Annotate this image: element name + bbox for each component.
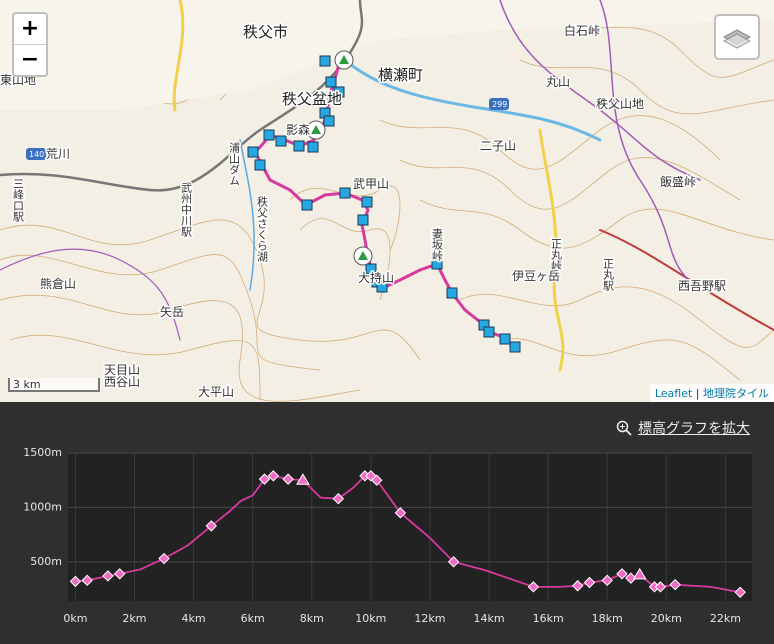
place-label: 白石峠: [564, 23, 600, 38]
map-tiles: 秩父市 横瀬町 秩父盆地 武甲山 妻坂峠 大持山 正丸峠 正丸駅 西吾野駅 飯盛…: [0, 0, 774, 402]
elevation-chart: 500m 1000m 1500m 0km 2km 4km 6km 8km 10km 12km 14k…: [23, 446, 752, 625]
map[interactable]: 秩父市 横瀬町 秩父盆地 武甲山 妻坂峠 大持山 正丸峠 正丸駅 西吾野駅 飯盛…: [0, 0, 774, 402]
attribution-separator: |: [695, 387, 700, 400]
x-tick-label: 4km: [182, 612, 206, 625]
waypoint-marker: [394, 507, 407, 519]
place-label: 矢岳: [160, 305, 184, 319]
leaflet-link[interactable]: Leaflet: [654, 387, 693, 400]
x-tick-label: 16km: [533, 612, 564, 625]
x-tick-label: 12km: [414, 612, 445, 625]
road-number: 140: [29, 150, 44, 159]
waypoint-marker: [113, 568, 126, 580]
place-label: 影森: [286, 122, 310, 137]
place-label: 飯盛峠: [660, 174, 696, 189]
waypoint-marker: [267, 470, 280, 482]
waypoint-marker: [601, 574, 613, 587]
waypoint-marker: [447, 556, 460, 568]
x-tick-label: 14km: [473, 612, 504, 625]
place-label: 武甲山: [353, 177, 389, 191]
waypoint-marker: [571, 580, 584, 592]
waypoint-marker: [81, 574, 93, 587]
place-label: 武州中川駅: [180, 182, 193, 238]
place-label: 秩父市: [243, 23, 288, 41]
place-label: 荒川: [46, 147, 70, 161]
x-tick-label: 6km: [241, 612, 265, 625]
zoom-control: + −: [12, 12, 48, 77]
place-label: 横瀬町: [378, 66, 423, 84]
basin-area: [0, 0, 774, 110]
y-tick-label: 1000m: [23, 500, 62, 513]
waypoint-marker: [69, 575, 82, 588]
elevation-panel: 500m 1000m 1500m 0km 2km 4km 6km 8km 10km 12km 14k…: [0, 402, 774, 644]
waypoint-marker: [282, 473, 294, 485]
place-label: 大持山: [358, 270, 394, 285]
waypoints: [247, 55, 521, 353]
x-tick-label: 18km: [592, 612, 623, 625]
summit-markers: [306, 50, 373, 266]
y-tick-label: 1500m: [23, 446, 62, 459]
roads: [0, 0, 774, 372]
zoom-out-button[interactable]: −: [14, 44, 46, 75]
place-label: 浦山ダム: [228, 142, 241, 186]
place-label: 丸山: [546, 75, 570, 89]
waypoint-marker: [583, 576, 596, 589]
place-label: 秩父山地: [596, 97, 644, 111]
waypoint-marker: [527, 581, 540, 593]
place-label: 妻坂峠: [431, 228, 444, 262]
summit-marker: [296, 473, 310, 485]
waypoint-marker: [669, 578, 681, 591]
place-label: 熊倉山: [40, 277, 76, 291]
layers-button[interactable]: [714, 14, 760, 60]
place-label: 天目山: [104, 363, 140, 377]
tiles-link[interactable]: 地理院タイル: [703, 387, 769, 400]
x-tick-label: 20km: [651, 612, 682, 625]
scale-bar: 3 km: [8, 378, 100, 392]
x-tick-label: 0km: [63, 612, 87, 625]
place-label: 秩父さくら湖: [256, 196, 269, 263]
place-label: 二子山: [480, 139, 516, 153]
road-shields: [26, 98, 509, 160]
waypoint-marker: [654, 581, 667, 593]
x-tick-label: 2km: [122, 612, 146, 625]
place-label: 大平山: [198, 385, 234, 399]
summit-marker: [632, 567, 647, 580]
place-label: 三峰口駅: [12, 178, 25, 223]
road-number: 299: [492, 100, 507, 109]
expand-graph-link[interactable]: 標高グラフを拡大: [616, 418, 750, 438]
waypoint-marker: [102, 570, 114, 582]
waypoint-marker: [258, 473, 271, 485]
waypoint-marker: [332, 492, 345, 505]
place-label: 西吾野駅: [678, 279, 726, 293]
x-tick-label: 8km: [300, 612, 324, 625]
plot-area: [68, 453, 752, 601]
waypoint-marker: [205, 520, 218, 532]
attribution: Leaflet | 地理院タイル: [649, 384, 774, 402]
waypoint-marker: [371, 474, 383, 486]
x-tick-label: 10km: [355, 612, 386, 625]
waypoint-marker: [734, 586, 746, 599]
place-label: 正丸峠: [550, 238, 563, 272]
place-label: 西谷山: [104, 375, 140, 389]
zoom-icon: [616, 420, 632, 436]
place-label: 正丸駅: [602, 258, 615, 292]
zoom-in-button[interactable]: +: [20, 16, 40, 41]
expand-graph-text: 標高グラフを拡大: [638, 421, 750, 437]
waypoint-marker: [158, 552, 170, 565]
layers-icon: [722, 29, 752, 49]
place-label: 秩父盆地: [282, 90, 342, 108]
y-tick-label: 500m: [30, 555, 62, 568]
x-tick-label: 22km: [710, 612, 741, 625]
waypoint-marker: [616, 568, 628, 580]
waypoint-marker: [625, 572, 637, 584]
place-label: 伊豆ヶ岳: [512, 269, 560, 283]
